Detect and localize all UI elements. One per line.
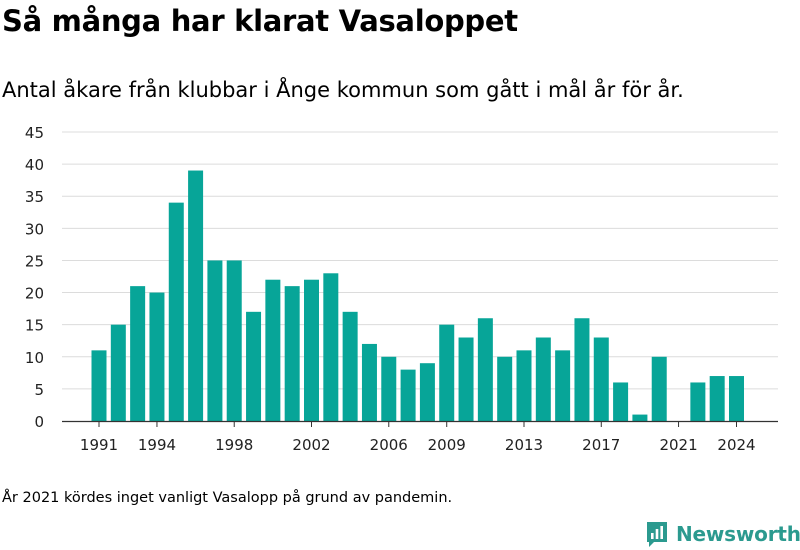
bar bbox=[226, 260, 242, 421]
bar bbox=[709, 376, 725, 421]
x-tick-label: 2024 bbox=[717, 436, 755, 454]
bar bbox=[304, 279, 319, 421]
x-tick-label: 1998 bbox=[215, 436, 253, 454]
bar bbox=[381, 356, 397, 421]
x-tick-label: 2002 bbox=[292, 436, 330, 454]
bar bbox=[110, 324, 126, 421]
y-tick-label: 15 bbox=[25, 317, 44, 335]
bar bbox=[342, 311, 358, 421]
bar bbox=[439, 324, 455, 421]
x-tick-label: 2006 bbox=[370, 436, 408, 454]
x-tick-label: 2013 bbox=[505, 436, 543, 454]
y-tick-label: 45 bbox=[25, 124, 44, 142]
newsworthy-logo: Newsworthy bbox=[645, 520, 800, 548]
bar bbox=[188, 170, 204, 421]
bar bbox=[130, 286, 146, 421]
bar bbox=[149, 292, 165, 421]
bar bbox=[477, 318, 493, 421]
y-tick-label: 20 bbox=[25, 285, 44, 303]
x-tick-label: 1994 bbox=[138, 436, 176, 454]
bar bbox=[400, 369, 416, 421]
bar bbox=[613, 382, 629, 421]
y-tick-label: 25 bbox=[25, 252, 44, 270]
bar bbox=[246, 311, 262, 421]
bar bbox=[593, 337, 609, 421]
bar bbox=[729, 376, 744, 421]
bar bbox=[516, 350, 532, 421]
bar-chart: 0 5 10 15 20 25 30 35 40 45 1991 1994 1998 2002 2006 20… bbox=[25, 124, 778, 454]
y-tick-label: 5 bbox=[34, 381, 44, 399]
bar bbox=[265, 279, 281, 421]
y-tick-label: 0 bbox=[34, 413, 44, 431]
y-tick-label: 10 bbox=[25, 349, 44, 367]
bar bbox=[361, 343, 377, 421]
bar bbox=[497, 356, 513, 421]
x-tick-label: 2009 bbox=[428, 436, 466, 454]
bar bbox=[535, 337, 551, 421]
bar bbox=[168, 202, 184, 421]
y-tick-label: 40 bbox=[25, 156, 44, 174]
bar bbox=[632, 414, 648, 421]
newsworthy-logo-icon bbox=[647, 522, 667, 547]
bar bbox=[91, 350, 107, 421]
x-tick-label: 1991 bbox=[80, 436, 118, 454]
brand-name: Newsworthy bbox=[676, 522, 800, 546]
y-tick-label: 30 bbox=[25, 220, 44, 238]
bar bbox=[690, 382, 706, 421]
bar bbox=[555, 350, 571, 421]
bar bbox=[207, 260, 223, 421]
x-tick-label: 2021 bbox=[659, 436, 697, 454]
bar bbox=[458, 337, 474, 421]
chart-title: Så många har klarat Vasaloppet bbox=[2, 4, 518, 38]
x-tick-label: 2017 bbox=[582, 436, 620, 454]
bar bbox=[419, 363, 435, 421]
bar bbox=[284, 286, 300, 421]
chart-subtitle: Antal åkare från klubbar i Ånge kommun s… bbox=[2, 78, 684, 102]
bar bbox=[651, 356, 667, 421]
bar bbox=[323, 273, 339, 421]
bar bbox=[574, 318, 590, 421]
y-tick-label: 35 bbox=[25, 188, 44, 206]
footnote: År 2021 kördes inget vanligt Vasalopp på… bbox=[2, 490, 453, 506]
